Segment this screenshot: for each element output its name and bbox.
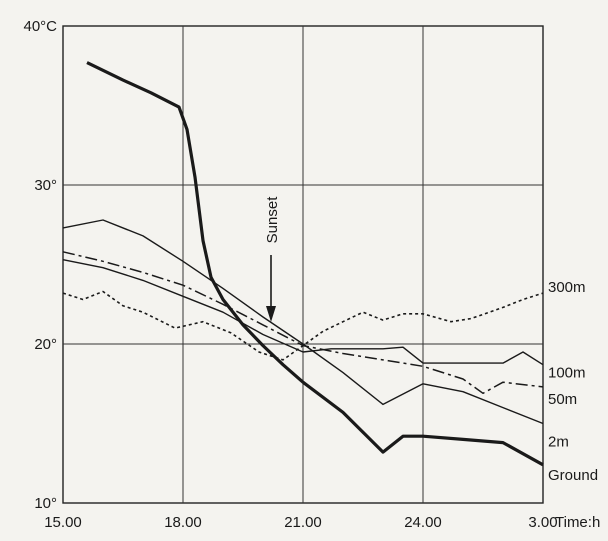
series-label-100m: 100m	[548, 365, 586, 382]
sunset-annotation: Sunset	[264, 196, 281, 322]
y-tick-label: 30°	[34, 177, 57, 194]
series-label-300m: 300m	[548, 279, 586, 296]
x-axis-label: Time:h	[555, 514, 600, 531]
series-label-ground: Ground	[548, 467, 598, 484]
series-line-2m	[62, 219, 544, 425]
y-tick-label: 10°	[34, 495, 57, 512]
x-tick-label: 18.00	[164, 514, 202, 531]
x-tick-label: 15.00	[44, 514, 82, 531]
series-line-ground	[86, 61, 544, 467]
series-line-50m	[62, 251, 544, 395]
grid	[62, 25, 544, 504]
series-lines	[62, 61, 544, 467]
x-tick-label: 3.00	[528, 514, 557, 531]
y-tick-label: 40°C	[23, 18, 57, 35]
sunset-label: Sunset	[264, 196, 281, 244]
x-tick-label: 21.00	[284, 514, 322, 531]
series-line-100m	[62, 259, 544, 366]
series-line-300m	[62, 290, 544, 361]
tick-labels: 15.00 18.00 21.00 24.00 3.00 10° 20° 30° 40°C Tim…	[23, 18, 600, 531]
series-labels: 300m 100m 50m 2m Ground	[548, 279, 598, 484]
y-tick-label: 20°	[34, 336, 57, 353]
series-label-50m: 50m	[548, 391, 577, 408]
x-tick-label: 24.00	[404, 514, 442, 531]
series-label-2m: 2m	[548, 434, 569, 451]
sunset-arrow-head	[266, 306, 276, 322]
